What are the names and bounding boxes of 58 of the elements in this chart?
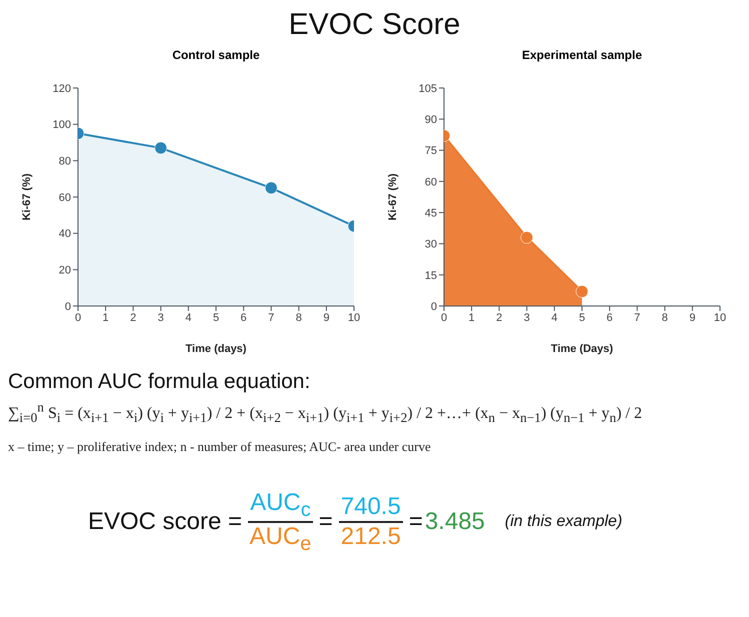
x-axis-title: Time (days) [186,343,247,355]
y-tick-label: 15 [424,270,437,282]
x-tick-label: 3 [524,312,530,324]
y-tick-label: 105 [418,82,437,95]
point [576,285,588,298]
x-tick-label: 7 [634,312,640,324]
x-tick-label: 1 [102,312,109,324]
point [520,231,534,244]
y-tick-label: 90 [424,114,437,126]
text: EVOC Score [288,8,462,43]
x-tick-label: 4 [551,312,558,324]
x-tick-label: 8 [662,312,668,324]
y-tick-label: 0 [430,300,437,313]
y-tick-label: 40 [58,228,71,240]
y-tick-label: 100 [52,119,71,132]
y-tick-label: 0 [64,300,71,313]
text: (in this example) [504,513,622,532]
text: 212.5 [340,523,401,552]
y-tick-label: 75 [424,145,437,158]
y-tick-label: 60 [58,192,71,204]
text: Common AUC formula equation: [8,370,310,393]
x-tick-label: 10 [714,312,726,324]
x-tick-label: 0 [440,312,448,324]
text: AUC$_{e}$ [250,523,312,556]
x-tick-label: 7 [268,312,274,324]
text: 740.5 [338,493,403,524]
x-tick-label: 2 [496,312,502,324]
text: x – time; y – proliferative index; n - number of measures; AUC- area under curve [8,438,431,454]
x-tick-label: 8 [296,312,302,324]
x-tick-label: 9 [689,312,696,324]
x-tick-label: 6 [240,312,247,324]
x-tick-label: 6 [606,312,613,324]
y-tick-label: 120 [52,82,71,95]
y-tick-label: 80 [58,156,71,168]
y-tick-label: 20 [58,264,71,277]
x-tick-label: 4 [185,312,192,324]
x-tick-label: 0 [74,312,82,324]
chart-title: Control sample [171,48,261,64]
y-axis-title: Ki-67 (%) [20,173,33,221]
x-axis-title: Time (Days) [550,343,614,355]
x-tick-label: 3 [158,312,164,324]
text: = [318,508,333,536]
x-tick-label: 10 [348,312,360,324]
text: = [408,508,423,536]
y-axis-title: Ki-67 (%) [386,173,399,221]
x-tick-label: 2 [130,312,136,324]
x-tick-label: 9 [323,312,330,324]
text: AUC$_{c}$ [248,488,313,524]
y-tick-label: 60 [424,176,437,188]
x-tick-label: 5 [578,312,586,324]
x-tick-label: 5 [212,312,220,324]
chart-title: Experimental sample [520,48,644,64]
text: ∑$_{i=0}$$^{n}$ S$_{i}$ = (x$_{i+1}$ − x$_{i}$) (y$_{i}$ + y$_{i+1}$) / 2 + (x$_{i+2}$ − x$_{i+1}$) (y$_{i+1}$ + y$_{i+2}$) / 2 +…+ (x$_{n}$ − x$_{n−1}$) (y$_{n−1}$ + y$_{n}$) / 2 [8,400,642,426]
text: 3.485 [424,508,485,536]
y-tick-label: 45 [424,207,437,220]
y-tick-label: 30 [424,238,437,251]
text: EVOC score = [88,508,242,536]
x-tick-label: 1 [468,312,475,324]
